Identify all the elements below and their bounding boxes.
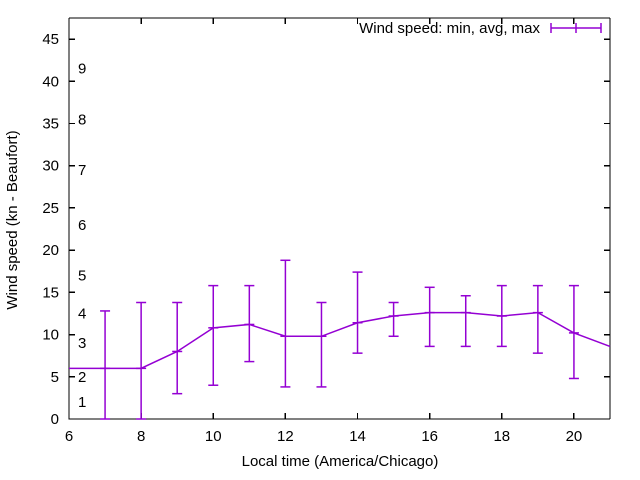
error-bar	[244, 284, 255, 363]
error-bar	[352, 271, 363, 354]
x-axis-ticks: 6 8 10 12 14 16 18 20	[65, 18, 582, 445]
beaufort-label: 8	[78, 111, 86, 128]
beaufort-label: 6	[78, 217, 86, 234]
x-tick-label: 10	[205, 428, 222, 445]
x-tick-label: 14	[349, 428, 366, 445]
y-tick-label: 35	[42, 116, 59, 133]
error-bar	[388, 301, 399, 338]
legend: Wind speed: min, avg, max	[359, 20, 602, 37]
y-tick-label: 30	[42, 158, 59, 175]
avg-wind-speed-line	[69, 311, 611, 370]
y-tick-label: 25	[42, 200, 59, 217]
y-tick-label: 0	[51, 411, 59, 428]
legend-label: Wind speed: min, avg, max	[359, 20, 540, 37]
legend-sample-errorbar	[550, 23, 602, 33]
y-axis-title: Wind speed (kn - Beaufort)	[4, 130, 21, 309]
y-tick-label: 45	[42, 31, 59, 48]
x-tick-label: 18	[493, 428, 510, 445]
y-tick-label: 10	[42, 327, 59, 344]
beaufort-label: 1	[78, 394, 86, 411]
x-tick-label: 6	[65, 428, 73, 445]
error-bars-group	[100, 259, 579, 420]
x-tick-label: 12	[277, 428, 294, 445]
x-tick-label: 8	[137, 428, 145, 445]
beaufort-label: 5	[78, 267, 86, 284]
y-tick-label: 5	[51, 369, 59, 386]
error-bar	[172, 301, 183, 395]
beaufort-scale-labels: 1 2 3 4 5 6 7 8 9	[78, 61, 86, 411]
error-bar	[532, 284, 543, 354]
y-tick-label: 15	[42, 284, 59, 301]
x-tick-label: 16	[421, 428, 438, 445]
beaufort-label: 9	[78, 61, 86, 78]
y-tick-label: 20	[42, 242, 59, 259]
y-tick-label: 40	[42, 73, 59, 90]
error-bar	[208, 284, 219, 386]
average-line	[69, 311, 611, 370]
beaufort-label: 2	[78, 369, 86, 386]
beaufort-label: 7	[78, 162, 86, 179]
beaufort-label: 3	[78, 335, 86, 352]
error-bar	[100, 310, 111, 420]
error-bar	[136, 301, 147, 420]
error-bar	[280, 259, 291, 388]
error-bar	[316, 301, 327, 388]
error-bar	[424, 286, 435, 348]
error-bar	[460, 294, 471, 348]
x-axis-title: Local time (America/Chicago)	[242, 453, 439, 470]
x-tick-label: 20	[566, 428, 583, 445]
beaufort-label: 4	[78, 305, 86, 322]
